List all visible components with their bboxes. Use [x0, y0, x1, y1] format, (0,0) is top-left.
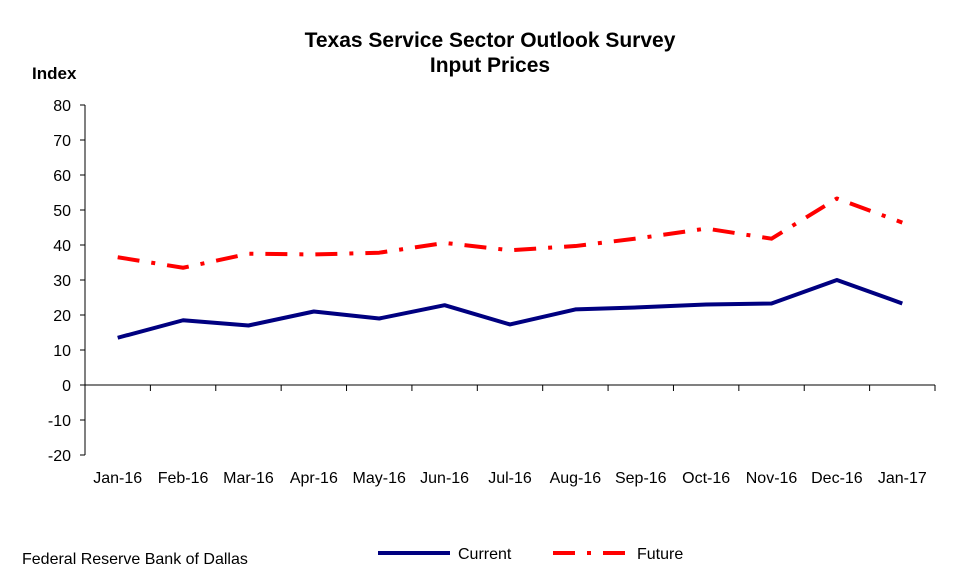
x-tick-label: Aug-16	[550, 470, 602, 487]
series-line-future	[117, 196, 904, 270]
source-note: Federal Reserve Bank of Dallas	[22, 551, 248, 568]
y-tick-label: -10	[48, 413, 71, 430]
x-tick-label: Nov-16	[746, 470, 798, 487]
axes: 80 70 60 50 40 30 20 10 0 -10 -20 Jan-16 Feb-16 Mar-1…	[48, 98, 936, 487]
x-tick-label: Oct-16	[682, 470, 730, 487]
y-tick-label: 70	[53, 133, 71, 150]
y-tick-label: 20	[53, 308, 71, 325]
x-tick-label: Feb-16	[158, 470, 209, 487]
x-tick-label: Jan-16	[93, 470, 142, 487]
x-tick-label: Apr-16	[290, 470, 338, 487]
x-tick-label: May-16	[353, 470, 406, 487]
series-line-current	[117, 278, 903, 340]
y-tick-label: 0	[62, 378, 71, 395]
x-tick-label: Jul-16	[488, 470, 532, 487]
y-tick-label: 50	[53, 203, 71, 220]
y-tick-label: 10	[53, 343, 71, 360]
legend-label-current: Current	[458, 546, 512, 563]
y-tick-label: -20	[48, 448, 71, 465]
x-tick-label: Jun-16	[420, 470, 469, 487]
legend-label-future: Future	[637, 546, 683, 563]
x-tick-label: Sep-16	[615, 470, 667, 487]
legend: Current Future	[378, 546, 683, 563]
chart-subtitle: Input Prices	[429, 54, 551, 77]
x-tick-label: Mar-16	[223, 470, 274, 487]
y-tick-label: 40	[53, 238, 71, 255]
chart-title: Texas Service Sector Outlook Survey	[304, 29, 676, 52]
x-tick-label: Jan-17	[878, 470, 927, 487]
series-lines	[117, 196, 904, 340]
y-tick-label: 80	[53, 98, 71, 115]
y-tick-label: 60	[53, 168, 71, 185]
y-tick-label: 30	[53, 273, 71, 290]
y-axis-label: Index	[32, 64, 77, 83]
x-tick-label: Dec-16	[811, 470, 863, 487]
